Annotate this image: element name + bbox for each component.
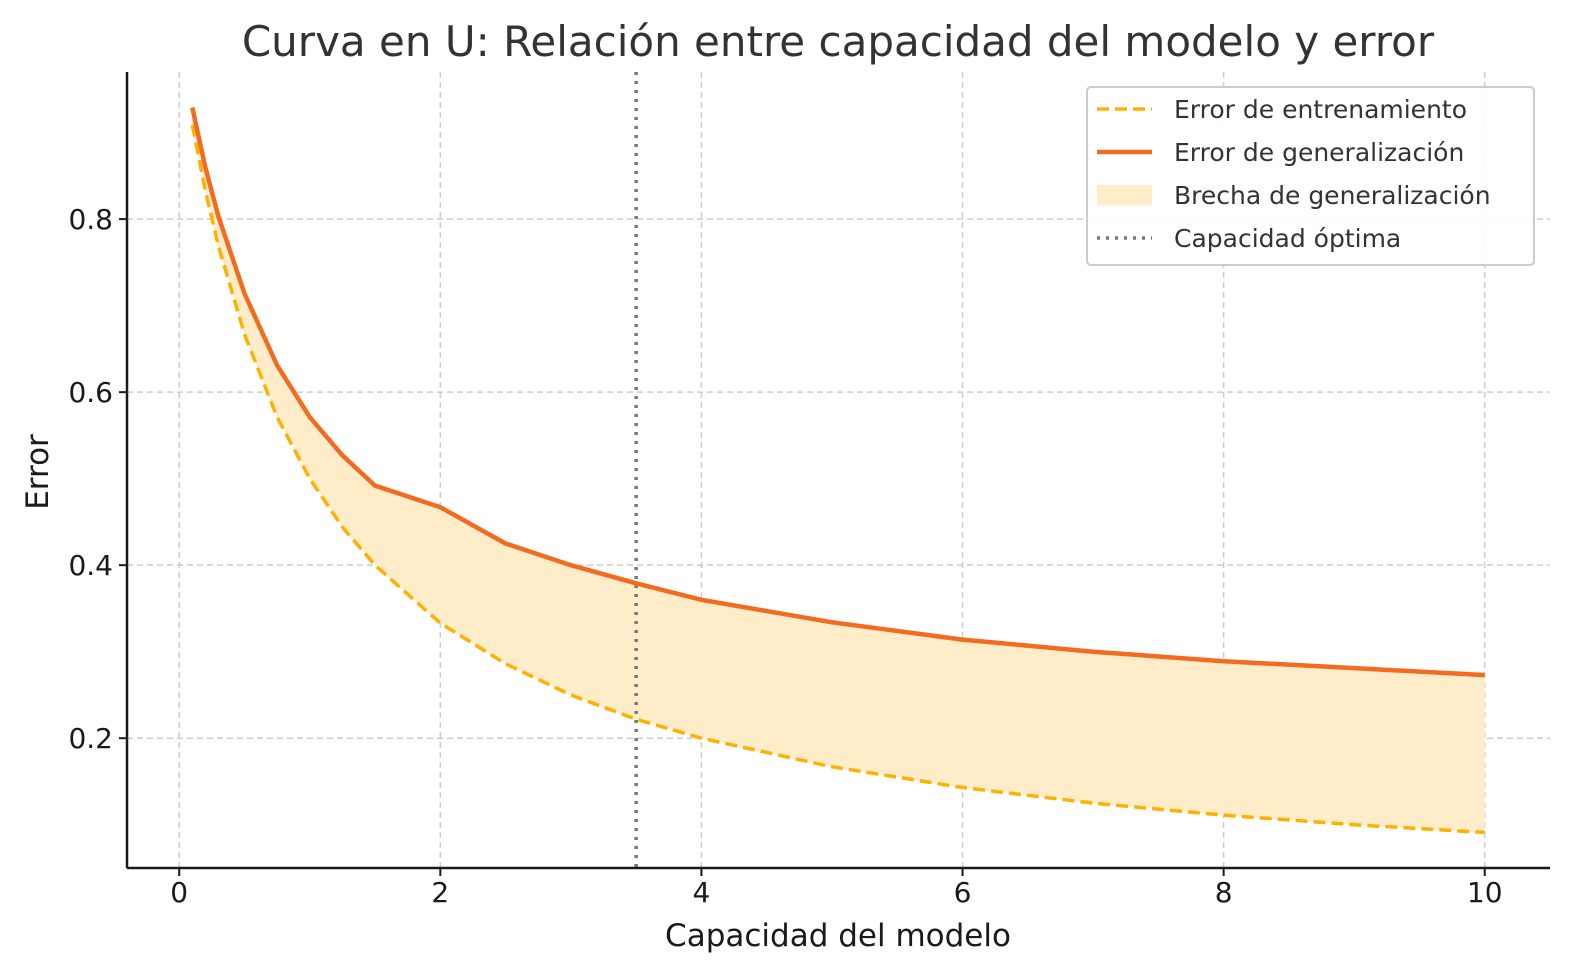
legend-box <box>1086 86 1535 266</box>
ticks: 0 2 4 6 8 10 0.2 0.4 0.6 0.8 <box>68 203 1502 909</box>
legend-gap-label: Brecha de generalización <box>1174 181 1491 210</box>
x-tick-label: 10 <box>1467 876 1503 909</box>
legend-optimal-label: Capacidad óptima <box>1174 224 1401 253</box>
y-tick-label: 0.8 <box>68 203 113 236</box>
x-tick-label: 6 <box>954 876 972 909</box>
x-axis-label: Capacidad del modelo <box>665 918 1011 954</box>
legend: Error de entrenamiento Error de generali… <box>1086 86 1535 266</box>
generalization-error-line <box>190 107 1485 678</box>
x-tick-label: 4 <box>693 876 711 909</box>
x-tick-label: 8 <box>1215 876 1233 909</box>
legend-gap-swatch <box>1097 185 1152 205</box>
y-axis-label: Error <box>20 434 56 510</box>
x-tick-label: 2 <box>431 876 449 909</box>
legend-training-label: Error de entrenamiento <box>1174 95 1467 124</box>
x-tick-label: 0 <box>170 876 188 909</box>
chart-title: Curva en U: Relación entre capacidad del… <box>242 17 1435 66</box>
y-tick-label: 0.6 <box>68 376 113 409</box>
legend-generalization-label: Error de generalización <box>1174 138 1464 167</box>
generalization-gap-area <box>192 107 1485 833</box>
y-tick-label: 0.4 <box>68 549 113 582</box>
y-tick-label: 0.2 <box>68 722 113 755</box>
axes <box>125 72 1550 870</box>
